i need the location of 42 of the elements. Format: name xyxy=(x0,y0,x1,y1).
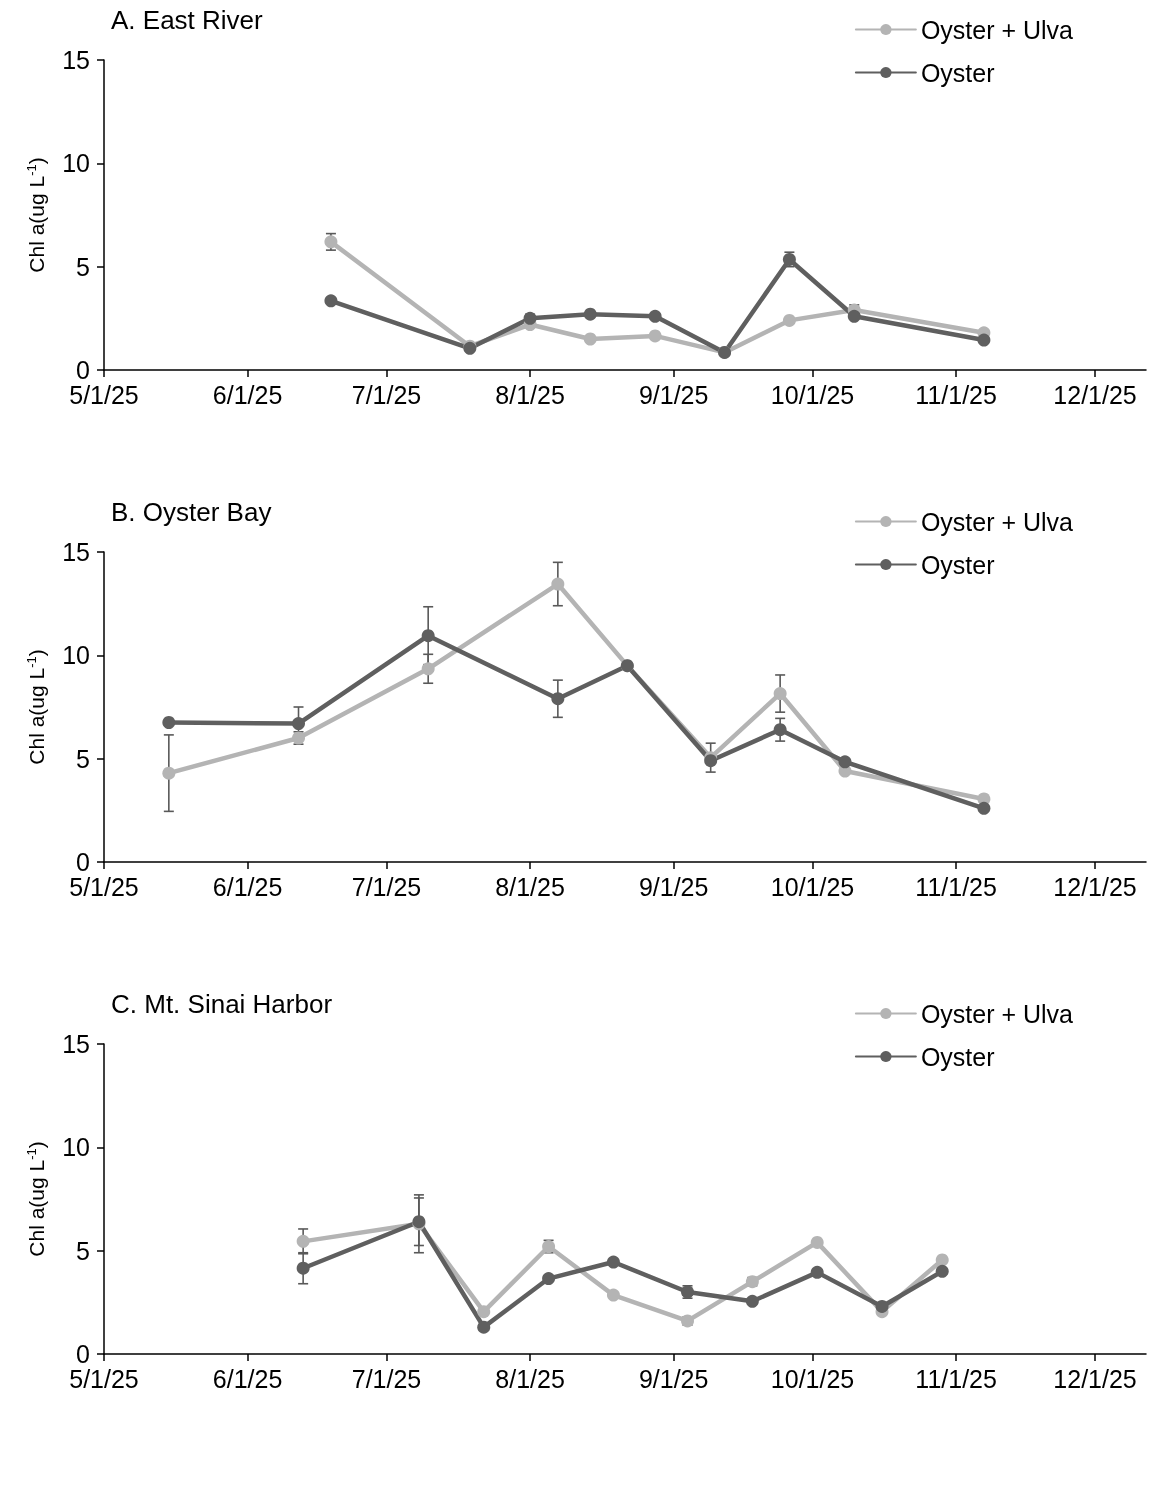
x-tick-label: 6/1/25 xyxy=(212,1364,283,1393)
y-tick-label: 15 xyxy=(62,538,90,566)
x-tick-label: 9/1/25 xyxy=(638,380,709,409)
legend-label: Oyster + Ulva xyxy=(920,15,1074,44)
x-tick-label: 7/1/25 xyxy=(351,1364,422,1393)
x-tick-label: 12/1/25 xyxy=(1053,872,1137,901)
y-axis-title: Chl a(ug L-1) xyxy=(24,157,48,273)
y-tick-label: 5 xyxy=(76,1236,90,1265)
x-tick-label: 9/1/25 xyxy=(638,872,709,901)
y-tick-label: 15 xyxy=(62,46,90,74)
x-tick-label: 8/1/25 xyxy=(495,1364,565,1393)
legend-label: Oyster + Ulva xyxy=(920,507,1074,536)
x-tick-label: 8/1/25 xyxy=(495,872,565,901)
x-tick-label: 12/1/25 xyxy=(1053,1364,1137,1393)
x-tick-label: 7/1/25 xyxy=(351,872,422,901)
x-tick-label: 6/1/25 xyxy=(212,380,283,409)
y-tick-label: 10 xyxy=(62,1133,90,1162)
x-tick-label: 9/1/25 xyxy=(638,1364,709,1393)
y-axis-title: Chl a(ug L-1) xyxy=(24,649,48,765)
y-tick-label: 5 xyxy=(76,252,90,281)
legend-label: Oyster + Ulva xyxy=(920,999,1074,1028)
legend-label: Oyster xyxy=(920,1042,995,1071)
y-axis-title: Chl a(ug L-1) xyxy=(24,1141,48,1257)
chart-title: A. East River xyxy=(111,5,264,35)
x-tick-label: 11/1/25 xyxy=(915,872,997,901)
x-tick-label: 8/1/25 xyxy=(495,380,565,409)
y-tick-label: 5 xyxy=(76,744,90,773)
x-tick-label: 7/1/25 xyxy=(351,380,422,409)
chart-title: B. Oyster Bay xyxy=(111,497,272,527)
y-tick-label: 10 xyxy=(62,149,90,178)
y-tick-label: 10 xyxy=(62,641,90,670)
x-tick-label: 11/1/25 xyxy=(915,1364,997,1393)
y-tick-label: 15 xyxy=(62,1030,90,1058)
legend-label: Oyster xyxy=(920,58,995,87)
chart-title: C. Mt. Sinai Harbor xyxy=(111,989,333,1019)
x-tick-label: 10/1/25 xyxy=(770,1364,855,1393)
x-tick-label: 12/1/25 xyxy=(1053,380,1137,409)
legend-label: Oyster xyxy=(920,550,995,579)
x-tick-label: 6/1/25 xyxy=(212,872,283,901)
x-tick-label: 10/1/25 xyxy=(770,380,855,409)
x-tick-label: 11/1/25 xyxy=(915,380,997,409)
x-tick-label: 10/1/25 xyxy=(770,872,855,901)
